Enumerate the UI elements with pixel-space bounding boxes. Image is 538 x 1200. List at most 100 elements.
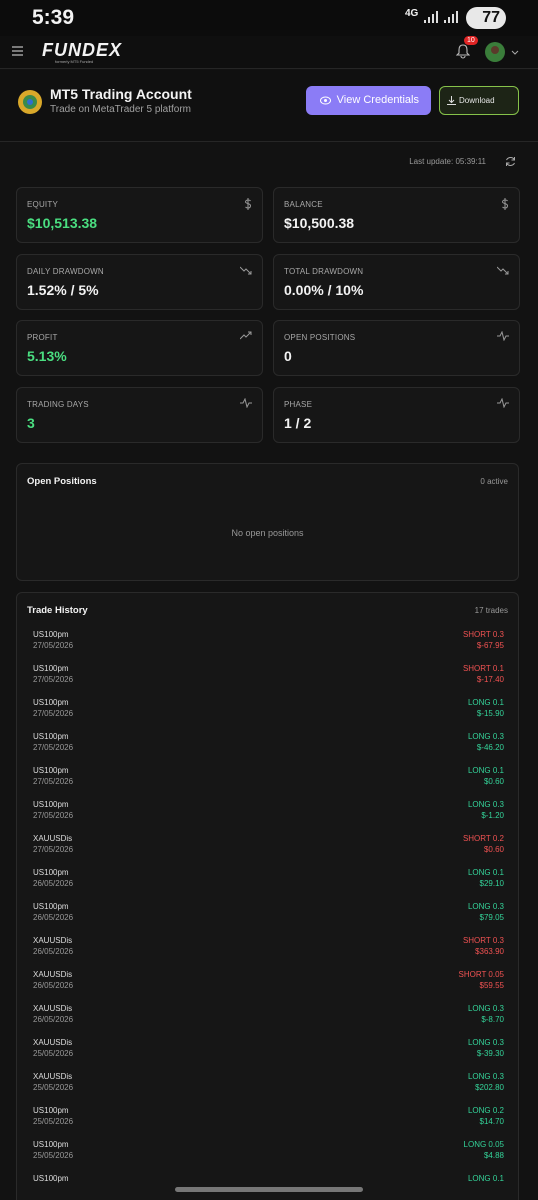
- trade-pnl: $59.55: [479, 981, 504, 990]
- trade-date: 27/05/2026: [33, 641, 74, 650]
- button-label: Download: [459, 96, 495, 105]
- trade-row: US100pm 27/05/2026 LONG 0.1 $0.60: [33, 766, 504, 800]
- trade-symbol: US100pm: [33, 766, 69, 775]
- trade-pnl: $363.90: [475, 947, 504, 956]
- notification-badge: 10: [464, 36, 478, 45]
- trade-symbol: US100pm: [33, 732, 69, 741]
- stat-label: PHASE: [284, 400, 313, 409]
- dollar-icon: [501, 198, 509, 210]
- trade-row: US100pm 26/05/2026 LONG 0.3 $79.05: [33, 902, 504, 936]
- account-header: MT5 Trading Account Trade on MetaTrader …: [0, 70, 538, 142]
- trade-date: 27/05/2026: [33, 709, 74, 718]
- trade-row: XAUUSDis 25/05/2026 LONG 0.3 $202.80: [33, 1072, 504, 1106]
- trade-side: LONG 0.05: [463, 1140, 504, 1149]
- trade-row: US100pm 25/05/2026 LONG 0.05 $4.88: [33, 1140, 504, 1174]
- trend-up-icon: [240, 331, 252, 340]
- last-update: Last update: 05:39:11: [409, 157, 486, 166]
- mt5-icon: [18, 90, 42, 114]
- trade-date: 25/05/2026: [33, 1151, 74, 1160]
- trade-side: LONG 0.3: [467, 1038, 504, 1047]
- trade-side: LONG 0.3: [467, 800, 504, 809]
- trade-date: 25/05/2026: [33, 1083, 74, 1092]
- trade-row: US100pm 26/05/2026 LONG 0.1 $29.10: [33, 868, 504, 902]
- trade-row: XAUUSDis 27/05/2026 SHORT 0.2 $0.60: [33, 834, 504, 868]
- trade-row: XAUUSDis 26/05/2026 LONG 0.3 $-8.70: [33, 1004, 504, 1038]
- trade-history-panel: Trade History 17 trades US100pm 27/05/202…: [16, 592, 519, 1200]
- menu-button[interactable]: [12, 46, 24, 56]
- trade-date: 27/05/2026: [33, 743, 74, 752]
- trade-side: SHORT 0.2: [462, 834, 504, 843]
- notification-bell[interactable]: [456, 44, 470, 59]
- trade-symbol: US100pm: [33, 1174, 69, 1183]
- trade-symbol: XAUUSDis: [33, 970, 73, 979]
- trade-symbol: US100pm: [33, 698, 69, 707]
- logo[interactable]: FUNDEX: [42, 40, 123, 60]
- empty-message: No open positions: [231, 528, 304, 538]
- trade-symbol: US100pm: [33, 1140, 69, 1149]
- panel-count: 17 trades: [474, 606, 508, 615]
- stat-value: $10,513.38: [27, 215, 98, 231]
- trade-symbol: XAUUSDis: [33, 936, 73, 945]
- trade-symbol: XAUUSDis: [33, 834, 73, 843]
- trade-symbol: US100pm: [33, 664, 69, 673]
- trade-row: US100pm LONG 0.1: [33, 1174, 504, 1200]
- trade-date: 26/05/2026: [33, 879, 74, 888]
- trade-side: SHORT 0.3: [462, 936, 504, 945]
- trade-side: LONG 0.3: [467, 902, 504, 911]
- activity-icon: [497, 398, 509, 408]
- stat-value: 5.13%: [27, 348, 67, 364]
- trade-pnl: $-15.90: [476, 709, 504, 718]
- trade-symbol: XAUUSDis: [33, 1038, 73, 1047]
- trade-date: 26/05/2026: [33, 981, 74, 990]
- account-title: MT5 Trading Account: [50, 86, 192, 102]
- trade-side: LONG 0.3: [467, 732, 504, 741]
- trade-row: XAUUSDis 25/05/2026 LONG 0.3 $-39.30: [33, 1038, 504, 1072]
- trade-row: US100pm 25/05/2026 LONG 0.2 $14.70: [33, 1106, 504, 1140]
- trade-pnl: $-39.30: [476, 1049, 504, 1058]
- stat-card: OPEN POSITIONS 0: [273, 320, 520, 376]
- trade-row: XAUUSDis 26/05/2026 SHORT 0.3 $363.90: [33, 936, 504, 970]
- trade-pnl: $-17.40: [476, 675, 504, 684]
- trade-row: XAUUSDis 26/05/2026 SHORT 0.05 $59.55: [33, 970, 504, 1004]
- avatar[interactable]: [485, 41, 521, 63]
- stat-value: 1 / 2: [284, 415, 312, 431]
- stat-value: 0.00% / 10%: [284, 282, 364, 298]
- trade-date: 25/05/2026: [33, 1117, 74, 1126]
- trade-pnl: $-46.20: [476, 743, 504, 752]
- trade-pnl: $202.80: [475, 1083, 504, 1092]
- trade-side: LONG 0.1: [467, 698, 504, 707]
- status-bar: 5:39 4G 77: [0, 0, 538, 36]
- trade-side: LONG 0.3: [467, 1004, 504, 1013]
- trade-date: 26/05/2026: [33, 913, 74, 922]
- trade-pnl: $14.70: [479, 1117, 504, 1126]
- trade-pnl: $29.10: [479, 879, 504, 888]
- clock: 5:39: [32, 6, 75, 29]
- stat-label: DAILY DRAWDOWN: [27, 267, 104, 276]
- trade-symbol: US100pm: [33, 1106, 69, 1115]
- top-nav: FUNDEX formerly MT5 Funded 10: [0, 36, 538, 69]
- trade-date: 26/05/2026: [33, 947, 74, 956]
- download-button[interactable]: Download: [439, 86, 519, 115]
- stat-label: EQUITY: [27, 200, 58, 209]
- trade-symbol: US100pm: [33, 902, 69, 911]
- button-label: View Credentials: [336, 94, 419, 106]
- trend-down-icon: [240, 266, 252, 275]
- trade-pnl: $0.60: [483, 777, 504, 786]
- trade-side: LONG 0.1: [467, 868, 504, 877]
- stat-card: DAILY DRAWDOWN 1.52% / 5%: [16, 254, 263, 310]
- trade-pnl: $79.05: [479, 913, 504, 922]
- network-type: 4G: [405, 8, 419, 19]
- trade-date: 27/05/2026: [33, 777, 74, 786]
- battery: 77: [466, 7, 506, 29]
- trade-pnl: $4.88: [483, 1151, 504, 1160]
- activity-icon: [240, 398, 252, 408]
- stat-value: 0: [284, 348, 292, 364]
- stat-label: PROFIT: [27, 333, 58, 342]
- panel-title: Trade History: [27, 605, 88, 616]
- stat-value: $10,500.38: [284, 215, 355, 231]
- refresh-button[interactable]: [505, 156, 516, 167]
- stat-value: 1.52% / 5%: [27, 282, 99, 298]
- trade-symbol: US100pm: [33, 630, 69, 639]
- trade-row: US100pm 27/05/2026 LONG 0.3 $-46.20: [33, 732, 504, 766]
- view-credentials-button[interactable]: View Credentials: [306, 86, 431, 115]
